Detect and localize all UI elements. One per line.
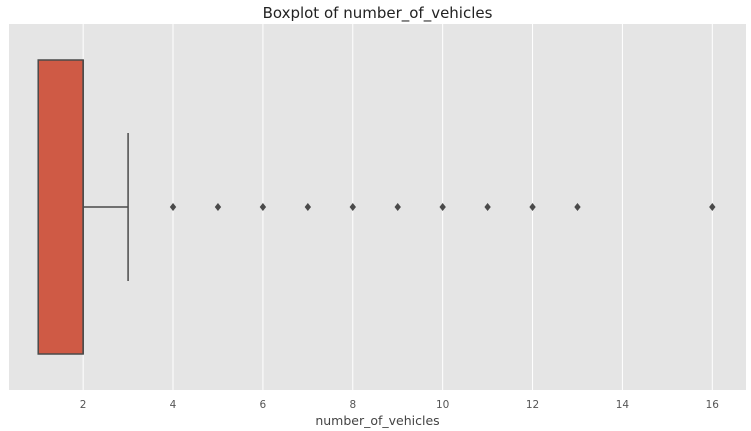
x-tick-label: 12 — [526, 399, 539, 411]
chart-title: Boxplot of number_of_vehicles — [263, 4, 493, 23]
outlier-point — [529, 203, 536, 211]
x-tick-label: 6 — [260, 399, 267, 411]
outlier-point — [214, 203, 222, 211]
iqr-box — [37, 59, 84, 355]
plot-background — [9, 24, 746, 390]
outlier-point — [574, 203, 581, 211]
x-axis-ticks: 2 4 6 8 10 12 14 16 — [80, 399, 719, 411]
x-tick-label: 10 — [436, 399, 449, 411]
x-tick-label: 8 — [349, 399, 356, 411]
x-tick-label: 2 — [80, 399, 87, 411]
x-tick-label: 16 — [706, 399, 720, 411]
outlier-point — [169, 203, 177, 211]
outlier-point — [394, 203, 401, 211]
x-tick-label: 14 — [616, 399, 630, 411]
outlier-point — [709, 203, 716, 211]
outlier-point — [349, 203, 356, 211]
outlier-point — [484, 203, 491, 211]
boxplot-marks — [37, 59, 716, 355]
outlier-point — [439, 203, 446, 211]
outlier-point — [304, 203, 312, 211]
outlier-point — [259, 203, 267, 211]
x-axis-label: number_of_vehicles — [315, 413, 439, 428]
x-tick-label: 4 — [170, 399, 177, 411]
